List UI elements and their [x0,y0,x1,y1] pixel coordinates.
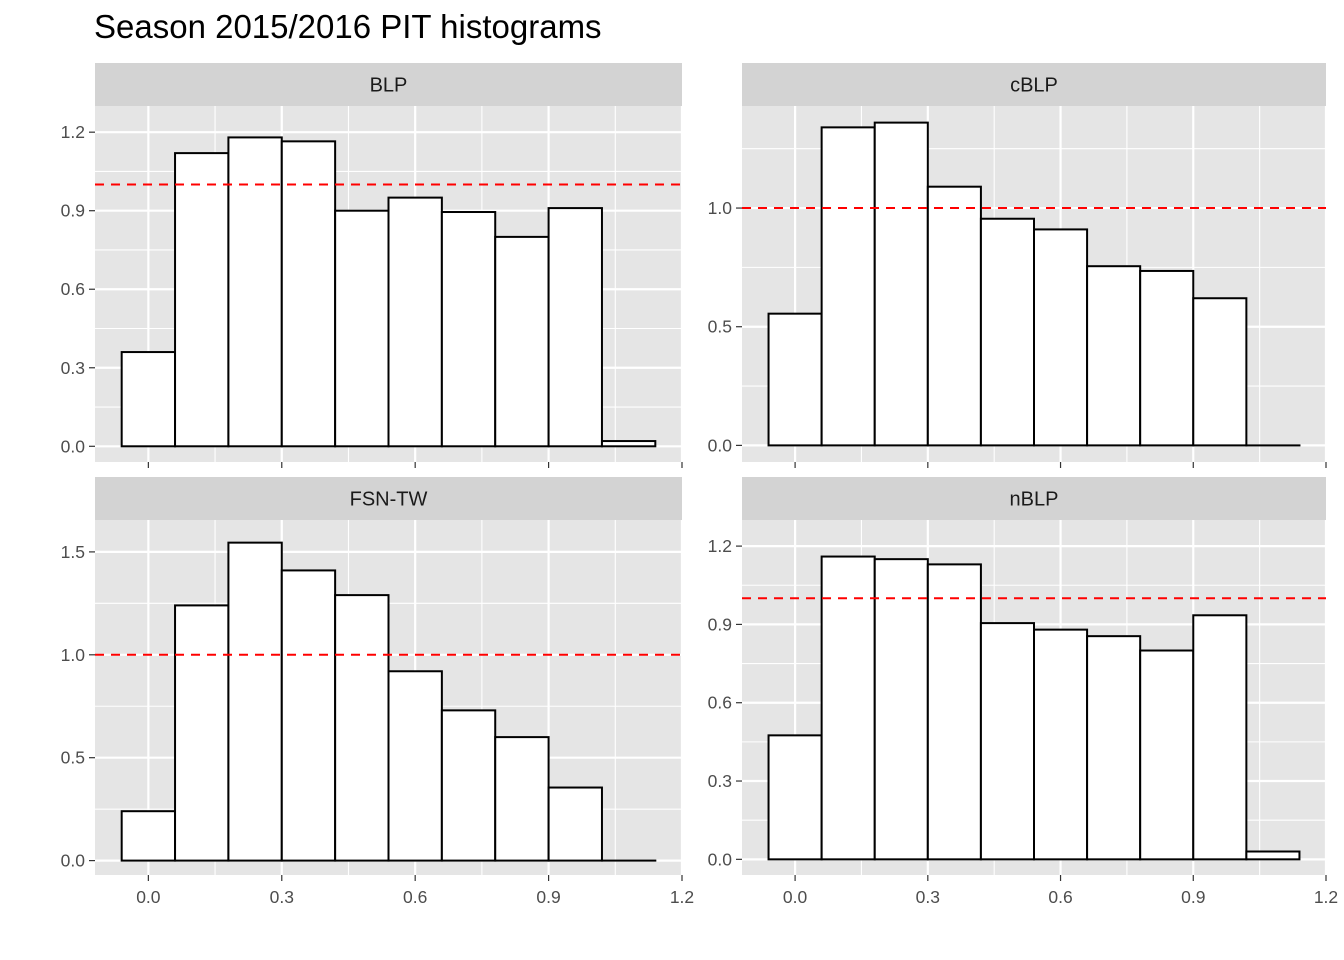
x-tick-label: 0.9 [536,887,560,907]
histogram-bar [387,196,443,448]
histogram-bar [547,207,603,448]
histogram-bar [227,541,283,862]
x-tick-label: 0.3 [916,887,940,907]
y-tick-label: 1.0 [708,198,733,218]
panel-cblp: cBLP 0.0 0.5 1.0 [708,63,1328,468]
histogram-bar [387,670,443,862]
facet-strip-label: nBLP [1010,489,1059,511]
histogram-bar [979,217,1036,447]
histogram-bar [820,555,876,861]
y-tick-label: 1.2 [708,536,732,556]
histogram-bar [440,709,497,862]
x-tick-label: 0.0 [136,887,161,907]
histogram-bar [1033,628,1089,861]
facet-strip [95,477,682,520]
x-tick-label: 1.2 [670,887,694,907]
histogram-bar [600,440,657,448]
histogram-bar [1139,269,1195,447]
histogram-bar [547,786,603,862]
y-tick-label: 0.5 [61,748,85,768]
facet-strip-label: BLP [370,75,408,97]
facet-strip [95,63,682,106]
x-tick-label: 1.2 [1314,887,1338,907]
histogram-bar [280,140,337,448]
panel-nblp: nBLP 0.0 0.3 0.6 0.9 1.2 0.0 0.3 0.6 0.9 1.2 [708,477,1338,907]
facet-strip [742,63,1326,106]
y-tick-label: 0.0 [708,435,733,455]
y-tick-label: 1.5 [61,542,85,562]
histogram-bar [334,209,390,448]
y-tick-label: 0.0 [708,849,733,869]
histogram-bar [1192,614,1248,861]
histogram-bar [174,152,230,448]
x-tick-label: 0.3 [270,887,294,907]
x-tick-label: 0.9 [1181,887,1205,907]
chart-title: Season 2015/2016 PIT histograms [94,8,602,45]
y-tick-label: 0.5 [708,317,732,337]
y-tick-label: 0.9 [61,201,85,221]
x-tick-label: 0.0 [783,887,808,907]
histogram-bar [494,235,550,448]
histogram-bar [873,121,929,447]
histogram-bar [767,312,823,447]
histogram-bar [1139,649,1195,861]
x-tick-label: 0.6 [1048,887,1072,907]
facet-strip-label: FSN-TW [350,489,428,511]
histogram-bar [767,734,823,861]
histogram-bar [979,622,1036,861]
y-tick-label: 1.0 [61,645,86,665]
y-tick-label: 1.2 [61,122,85,142]
y-tick-label: 0.6 [708,693,732,713]
y-tick-label: 0.0 [61,436,86,456]
x-tick-label: 0.6 [403,887,427,907]
histogram-bar [926,185,982,447]
histogram-bar [174,604,230,862]
histogram-bar [120,810,177,862]
facet-strip [742,477,1326,520]
histogram-bar [440,211,497,448]
histogram-bar [820,126,876,447]
histogram-bar [873,558,929,861]
histogram-bar [334,594,390,862]
histogram-bar [120,351,177,448]
histogram-bar [1192,297,1248,447]
histogram-bar [1086,265,1142,447]
y-tick-label: 0.3 [61,358,85,378]
panel-fsn-tw: FSN-TW 0.0 0.5 1.0 1.5 0.0 0.3 0.6 0.9 1.2 [61,477,694,907]
y-tick-label: 0.9 [708,614,732,634]
histogram-bar [926,563,982,861]
y-tick-label: 0.0 [61,851,86,871]
y-tick-label: 0.3 [708,771,732,791]
histogram-bar [1245,850,1301,861]
y-tick-label: 0.6 [61,279,85,299]
histogram-bar [280,569,337,862]
histogram-bar [1033,228,1089,447]
facet-strip-label: cBLP [1010,75,1058,97]
histogram-bar [494,736,550,862]
histogram-bar [1086,635,1142,861]
panel-blp: BLP 0.0 0.3 0.6 0.9 1.2 [61,63,684,468]
